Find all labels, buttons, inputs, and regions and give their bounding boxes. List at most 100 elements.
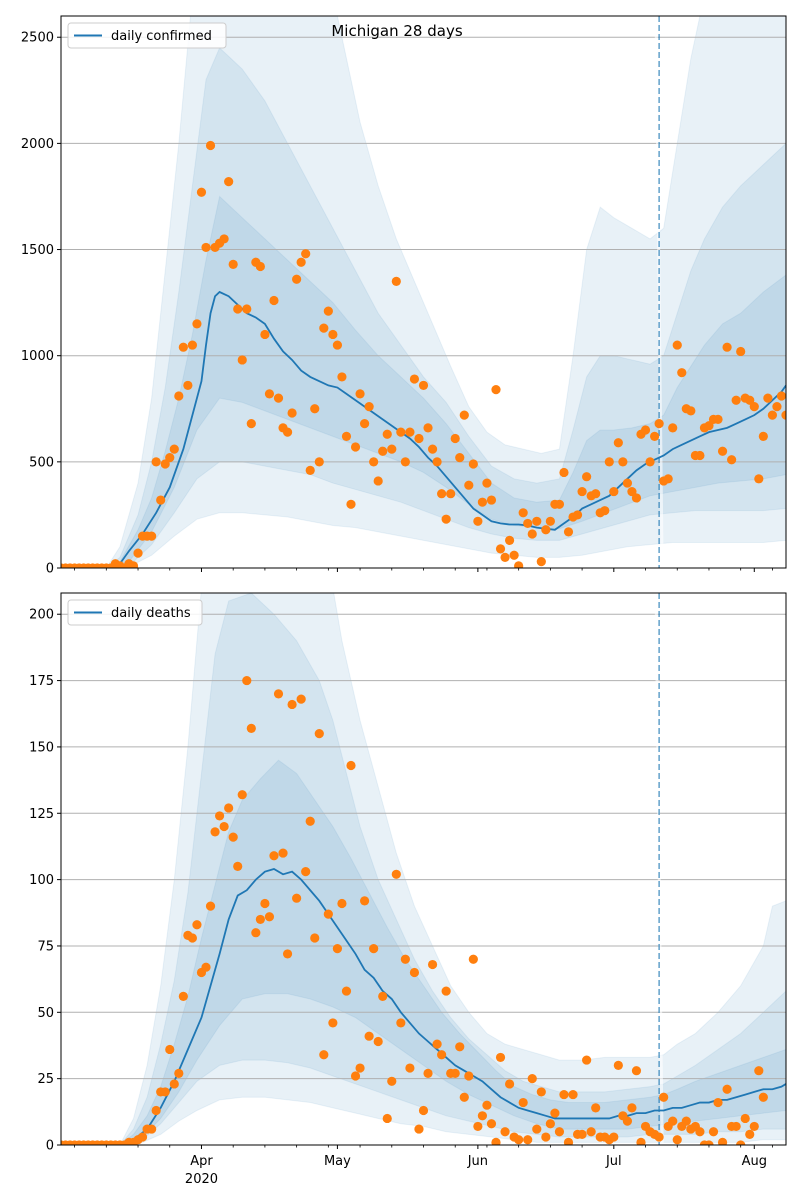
deaths-data-point [310, 933, 320, 943]
deaths-data-point [668, 1116, 678, 1126]
deaths-data-point [282, 949, 293, 959]
deaths-data-point [214, 811, 225, 821]
confirmed-data-point [758, 431, 768, 441]
confirmed-data-point [459, 410, 469, 420]
confirmed-band-middle [105, 46, 786, 568]
confirmed-data-point [545, 516, 555, 526]
deaths-data-point [369, 944, 379, 954]
confirmed-data-point [174, 391, 184, 401]
x-tick-label: Aug [742, 1154, 767, 1169]
confirmed-data-point [772, 402, 782, 412]
confirmed-data-point [382, 429, 392, 439]
confirmed-data-point [423, 423, 433, 433]
deaths-data-point [355, 1063, 365, 1073]
deaths-data-point [242, 675, 252, 686]
deaths-legend-label: daily deaths [111, 606, 191, 621]
confirmed-data-point [754, 474, 764, 484]
deaths-data-point [219, 821, 229, 832]
deaths-data-point [591, 1103, 601, 1113]
confirmed-legend: daily confirmed [67, 22, 227, 49]
confirmed-band-inner [106, 195, 786, 568]
deaths-data-point [292, 893, 302, 903]
confirmed-data-point [532, 516, 542, 526]
deaths-data-point [495, 1052, 506, 1063]
deaths-y-tick-label: 75 [37, 939, 54, 954]
confirmed-data-point [572, 510, 583, 520]
deaths-data-point [708, 1127, 719, 1137]
confirmed-data-point [695, 450, 705, 461]
deaths-data-point [151, 1105, 161, 1116]
confirmed-data-point [618, 457, 628, 467]
deaths-data-point [233, 861, 243, 871]
confirmed-data-point [319, 323, 329, 333]
confirmed-data-point [645, 457, 655, 467]
confirmed-data-point [373, 476, 383, 486]
confirmed-data-point [160, 459, 170, 469]
confirmed-data-point [523, 518, 533, 529]
confirmed-data-point [378, 446, 388, 456]
deaths-data-point [359, 896, 370, 906]
deaths-data-point [527, 1074, 537, 1084]
confirmed-legend-box [67, 22, 227, 49]
deaths-data-point [659, 1092, 669, 1102]
confirmed-data-point [713, 414, 723, 424]
deaths-data-point [337, 898, 347, 909]
deaths-plot-area [61, 593, 786, 1145]
confirmed-data-point [224, 177, 234, 187]
confirmed-data-point [677, 368, 687, 378]
confirmed-data-point [255, 261, 265, 272]
confirmed-data-point [156, 495, 166, 505]
deaths-data-point [346, 760, 356, 771]
deaths-data-point [627, 1103, 637, 1113]
confirmed-data-point [613, 438, 623, 448]
confirmed-data-point [296, 257, 306, 267]
confirmed-legend-label: daily confirmed [111, 29, 212, 44]
deaths-data-point [681, 1116, 691, 1126]
deaths-data-point [672, 1135, 682, 1145]
confirmed-data-point [736, 346, 746, 357]
deaths-data-point [373, 1036, 383, 1047]
confirmed-y-tick-label: 1500 [21, 243, 54, 258]
confirmed-data-point [441, 514, 451, 524]
confirmed-data-point [455, 453, 465, 463]
confirmed-data-point [292, 274, 302, 284]
confirmed-y-tick-label: 2500 [21, 31, 54, 46]
deaths-data-point [464, 1071, 474, 1081]
deaths-data-point [260, 898, 270, 909]
deaths-legend: daily deaths [67, 599, 203, 626]
deaths-data-point [745, 1129, 755, 1139]
deaths-data-point [468, 954, 478, 964]
deaths-data-point [414, 1124, 424, 1134]
deaths-data-point [278, 848, 288, 858]
deaths-data-point [147, 1124, 157, 1134]
confirmed-data-point [749, 402, 759, 412]
confirmed-data-point [495, 544, 506, 554]
deaths-data-point [332, 944, 343, 954]
confirmed-data-point [541, 525, 551, 535]
confirmed-data-point [314, 457, 324, 467]
confirmed-data-point [228, 259, 238, 269]
deaths-data-point [160, 1087, 170, 1097]
deaths-data-point [178, 991, 188, 1001]
confirmed-data-point [350, 442, 361, 452]
confirmed-data-point [260, 329, 270, 340]
deaths-data-point [323, 909, 333, 919]
deaths-data-point [427, 959, 438, 970]
confirmed-band-outer [105, 16, 786, 568]
confirmed-data-point [169, 444, 179, 454]
confirmed-data-point [504, 535, 515, 546]
confirmed-data-point [133, 548, 143, 558]
confirmed-data-point [649, 431, 660, 441]
deaths-y-tick-label: 50 [37, 1006, 54, 1021]
confirmed-data-point [264, 389, 275, 399]
deaths-data-point [364, 1031, 374, 1041]
deaths-data-point [210, 827, 220, 837]
confirmed-data-point [631, 493, 642, 503]
confirmed-data-point [446, 489, 456, 499]
confirmed-data-point [387, 444, 397, 454]
x-tick-label: Jul [605, 1154, 622, 1169]
deaths-data-point [174, 1068, 184, 1078]
confirmed-data-point [242, 304, 252, 314]
deaths-data-point [554, 1127, 565, 1137]
